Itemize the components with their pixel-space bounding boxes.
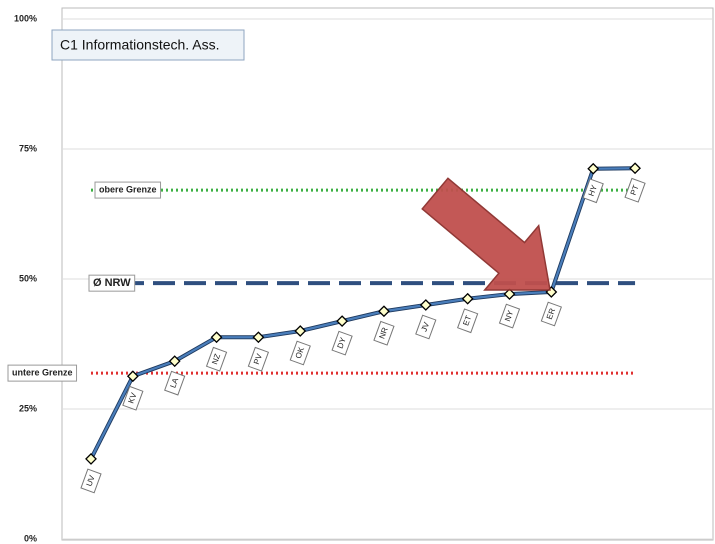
- reference-label-text: untere Grenze: [12, 367, 73, 377]
- x-tick-label: HY: [587, 183, 599, 197]
- x-tick-label: KV: [126, 391, 138, 405]
- marker: [587, 162, 600, 175]
- x-tick-label: NY: [503, 309, 515, 323]
- marker: [85, 453, 97, 465]
- marker: [503, 288, 516, 300]
- x-tick-label: NR: [377, 326, 389, 340]
- category-label: NY: [498, 303, 521, 329]
- reference-label-box: [94, 181, 162, 199]
- category-label: UV: [80, 468, 102, 494]
- category-label-box: [331, 330, 353, 356]
- reference-label: untere Grenze: [7, 364, 78, 382]
- category-label-box: [122, 385, 144, 411]
- x-tick-label: PV: [252, 352, 264, 366]
- category-label-box: [540, 301, 562, 327]
- reference-label: Ø NRW: [88, 274, 136, 292]
- y-tick-label: 50%: [19, 273, 37, 283]
- marker: [294, 325, 307, 337]
- category-label: JV: [415, 314, 437, 340]
- category-label: NR: [373, 320, 395, 346]
- marker: [419, 299, 432, 311]
- category-label-box: [289, 340, 311, 366]
- x-tick-label: JV: [420, 320, 432, 332]
- category-label-box: [247, 346, 270, 372]
- x-tick-label: OK: [294, 345, 307, 360]
- reference-label-box: [7, 364, 78, 382]
- marker: [252, 331, 265, 344]
- reference-label: obere Grenze: [94, 181, 162, 199]
- marker: [210, 331, 223, 344]
- reference-label-text: obere Grenze: [99, 184, 157, 194]
- category-label-box: [582, 178, 604, 204]
- category-label: PT: [624, 177, 646, 203]
- marker: [378, 305, 390, 318]
- category-label: PV: [247, 346, 270, 372]
- series-line: [90, 167, 636, 460]
- category-label-box: [498, 303, 521, 329]
- marker: [336, 315, 349, 328]
- reference-label-text: Ø NRW: [93, 277, 131, 289]
- category-label-box: [164, 370, 186, 396]
- x-tick-label: ER: [545, 307, 557, 321]
- y-tick-label: 0%: [24, 533, 37, 543]
- category-label-box: [457, 308, 479, 334]
- category-label: HY: [582, 178, 604, 204]
- marker: [461, 292, 474, 305]
- x-tick-label: PT: [629, 184, 641, 197]
- title-box: [51, 29, 245, 61]
- category-label: LA: [164, 370, 186, 396]
- plot-border: [61, 7, 714, 541]
- x-tick-label: NZ: [210, 352, 222, 365]
- category-label: KV: [122, 385, 144, 411]
- x-tick-label: DY: [336, 336, 348, 350]
- category-label: ET: [457, 308, 479, 334]
- category-label-box: [415, 314, 437, 340]
- chart-title: C1 Informationstech. Ass.: [60, 37, 220, 53]
- y-tick-label: 75%: [19, 143, 37, 153]
- arrow: [421, 177, 551, 291]
- x-tick-label: ET: [461, 314, 473, 327]
- plot: 0% 25% 50% 75% 100% obere Grenze Ø NRW untere G…: [7, 13, 713, 543]
- marker: [126, 370, 139, 383]
- marker: [168, 355, 181, 368]
- category-label: NZ: [205, 346, 228, 372]
- marker: [629, 162, 641, 175]
- category-label-box: [624, 177, 646, 203]
- category-label: OK: [289, 340, 311, 366]
- category-label: ER: [540, 301, 562, 327]
- reference-label-box: [88, 274, 136, 292]
- x-tick-label: LA: [168, 376, 180, 389]
- y-tick-label: 100%: [14, 13, 37, 23]
- category-label-box: [80, 468, 102, 494]
- y-tick-label: 25%: [19, 403, 37, 413]
- category-label-box: [205, 346, 228, 372]
- category-label-box: [373, 320, 395, 346]
- x-tick-label: UV: [85, 473, 97, 487]
- category-label: DY: [331, 330, 353, 356]
